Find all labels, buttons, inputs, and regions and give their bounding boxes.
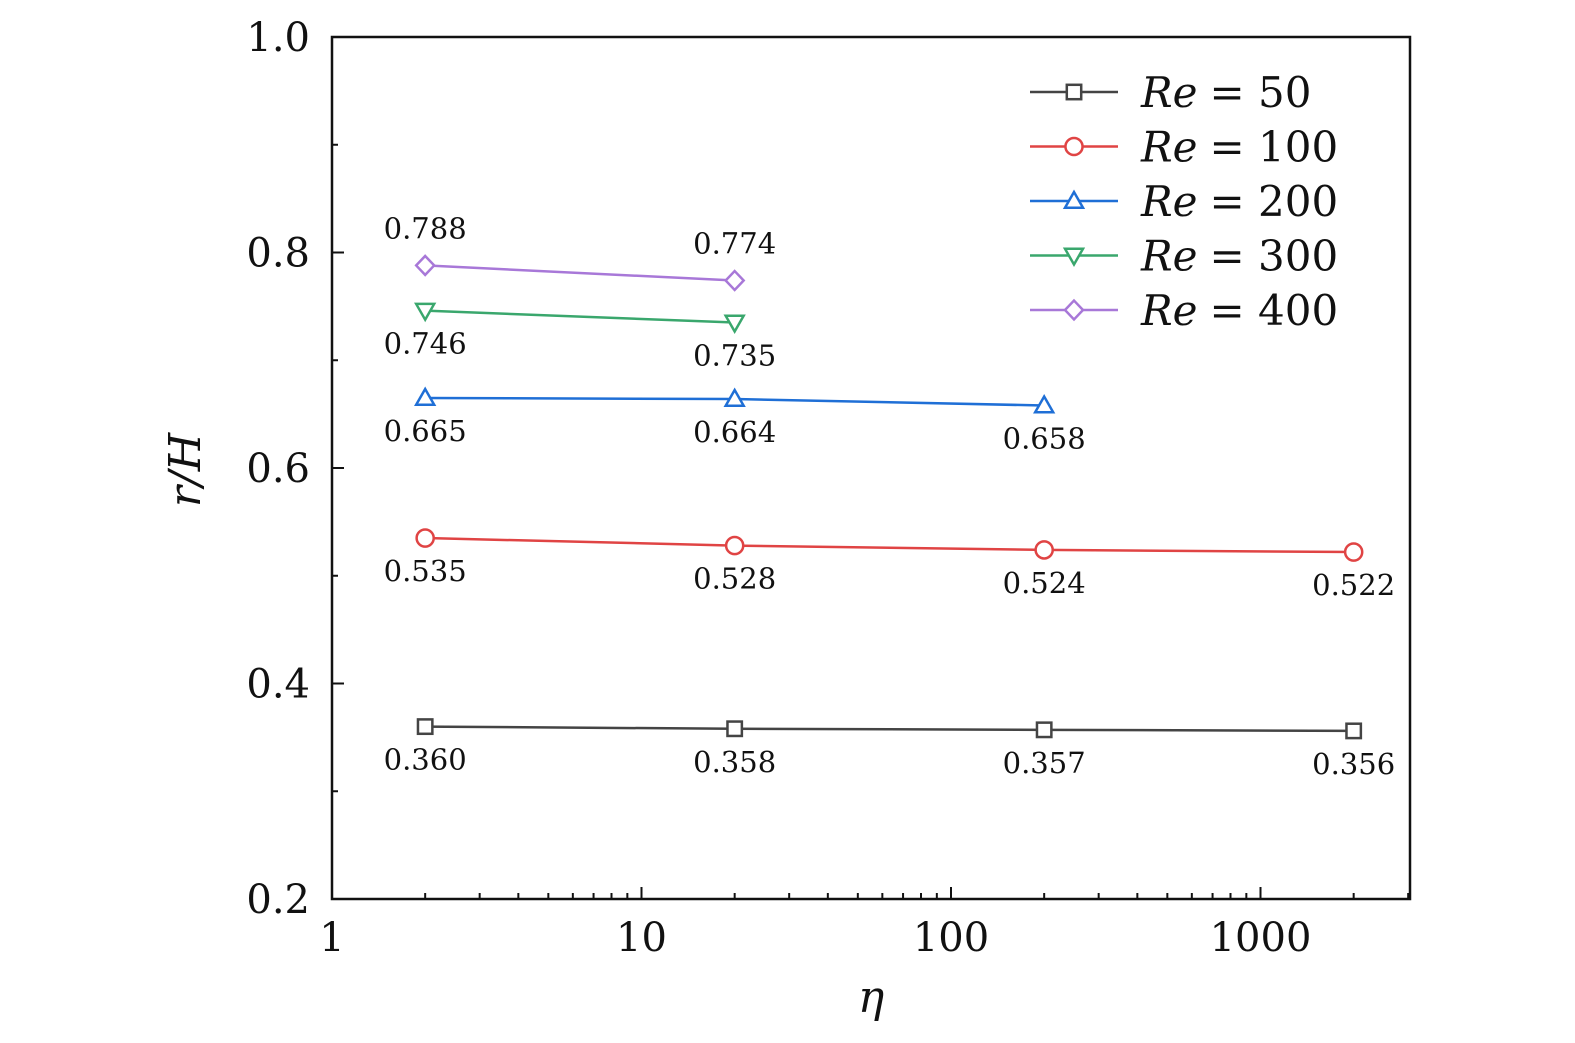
legend-item: Re = 400 bbox=[1030, 286, 1338, 335]
x-axis-title: η bbox=[858, 972, 884, 1023]
marker-square bbox=[1035, 721, 1053, 739]
data-label: 0.358 bbox=[693, 745, 776, 779]
legend-label-name: Re bbox=[1140, 68, 1197, 117]
marker-triangle-up bbox=[1062, 189, 1086, 209]
series-line bbox=[425, 309, 735, 324]
data-label: 0.528 bbox=[693, 562, 776, 596]
legend-label-value: = 300 bbox=[1209, 232, 1338, 281]
series-layer: 0.360 0.358 0.357 0.356 0.535 0.528 0.524 0.522… bbox=[384, 211, 1396, 780]
series-line bbox=[425, 725, 1354, 733]
marker-triangle-down bbox=[723, 314, 746, 335]
series-group: 0.535 0.528 0.524 0.522 bbox=[384, 528, 1395, 602]
marker-triangle-up bbox=[723, 387, 746, 408]
series-group: 0.360 0.358 0.357 0.356 bbox=[384, 718, 1395, 781]
data-label: 0.360 bbox=[384, 743, 467, 777]
legend-label: Re = 400 bbox=[1140, 286, 1338, 335]
x-tick-label: 10 bbox=[616, 915, 667, 961]
legend-label-value: = 50 bbox=[1209, 68, 1311, 117]
marker-diamond bbox=[723, 269, 746, 292]
data-label: 0.535 bbox=[384, 554, 467, 588]
data-label: 0.524 bbox=[1003, 566, 1086, 600]
x-tick-label: 1 bbox=[319, 915, 344, 961]
x-tick-label: 100 bbox=[913, 915, 989, 961]
legend-label: Re = 200 bbox=[1140, 177, 1338, 226]
legend-item: Re = 50 bbox=[1030, 68, 1311, 117]
marker-triangle-up bbox=[414, 386, 437, 406]
marker-diamond bbox=[414, 254, 436, 277]
legend-label: Re = 50 bbox=[1140, 68, 1311, 117]
series-line bbox=[425, 536, 1354, 554]
x-tick-label: 1000 bbox=[1210, 915, 1312, 961]
marker-triangle-down bbox=[1062, 247, 1086, 268]
marker-circle bbox=[1064, 136, 1084, 157]
series-group: 0.665 0.664 0.658 bbox=[384, 386, 1086, 456]
legend-label-value: = 100 bbox=[1209, 123, 1338, 172]
marker-circle bbox=[1343, 542, 1364, 562]
series-line bbox=[425, 264, 735, 282]
data-label: 0.665 bbox=[384, 414, 467, 448]
y-tick-label: 0.4 bbox=[246, 662, 310, 708]
data-label: 0.522 bbox=[1312, 568, 1395, 602]
data-label: 0.357 bbox=[1003, 746, 1086, 780]
data-label: 0.356 bbox=[1312, 747, 1395, 781]
marker-circle bbox=[415, 528, 435, 548]
data-label: 0.746 bbox=[384, 327, 467, 361]
y-tick-label: 0.6 bbox=[246, 446, 310, 492]
marker-circle bbox=[1034, 540, 1054, 560]
legend-item: Re = 300 bbox=[1030, 232, 1338, 281]
legend-item: Re = 100 bbox=[1030, 123, 1338, 172]
marker-square bbox=[726, 720, 744, 738]
y-axis-title: r/H bbox=[160, 431, 211, 507]
data-label: 0.664 bbox=[693, 415, 776, 449]
data-label: 0.788 bbox=[384, 211, 467, 245]
data-label: 0.735 bbox=[693, 339, 776, 373]
series-group: 0.788 0.774 bbox=[384, 211, 776, 292]
marker-square bbox=[1345, 722, 1363, 740]
data-label: 0.658 bbox=[1003, 422, 1086, 456]
legend-item: Re = 200 bbox=[1030, 177, 1338, 226]
marker-square bbox=[1065, 83, 1083, 101]
marker-triangle-up bbox=[1033, 393, 1056, 414]
data-label: 0.774 bbox=[693, 227, 776, 261]
y-tick-label: 1.0 bbox=[246, 15, 310, 61]
legend-label-name: Re bbox=[1140, 123, 1197, 172]
series-group: 0.746 0.735 bbox=[384, 302, 776, 373]
legend-label-name: Re bbox=[1140, 177, 1197, 226]
legend-label: Re = 100 bbox=[1140, 123, 1338, 172]
legend-label-value: = 400 bbox=[1209, 286, 1338, 335]
marker-triangle-down bbox=[414, 302, 437, 323]
marker-diamond bbox=[1063, 298, 1085, 322]
y-tick-label: 0.2 bbox=[246, 877, 310, 923]
legend-label-value: = 200 bbox=[1209, 177, 1338, 226]
legend-label-name: Re bbox=[1140, 286, 1197, 335]
y-tick-label: 0.8 bbox=[246, 231, 310, 277]
marker-circle bbox=[724, 535, 745, 556]
legend-label-name: Re bbox=[1140, 232, 1197, 281]
legend-label: Re = 300 bbox=[1140, 232, 1338, 281]
marker-square bbox=[416, 718, 434, 736]
axis-ticks: 0.2 0.4 0.6 0.8 1.0 1 10 100 1000 bbox=[246, 15, 1410, 961]
